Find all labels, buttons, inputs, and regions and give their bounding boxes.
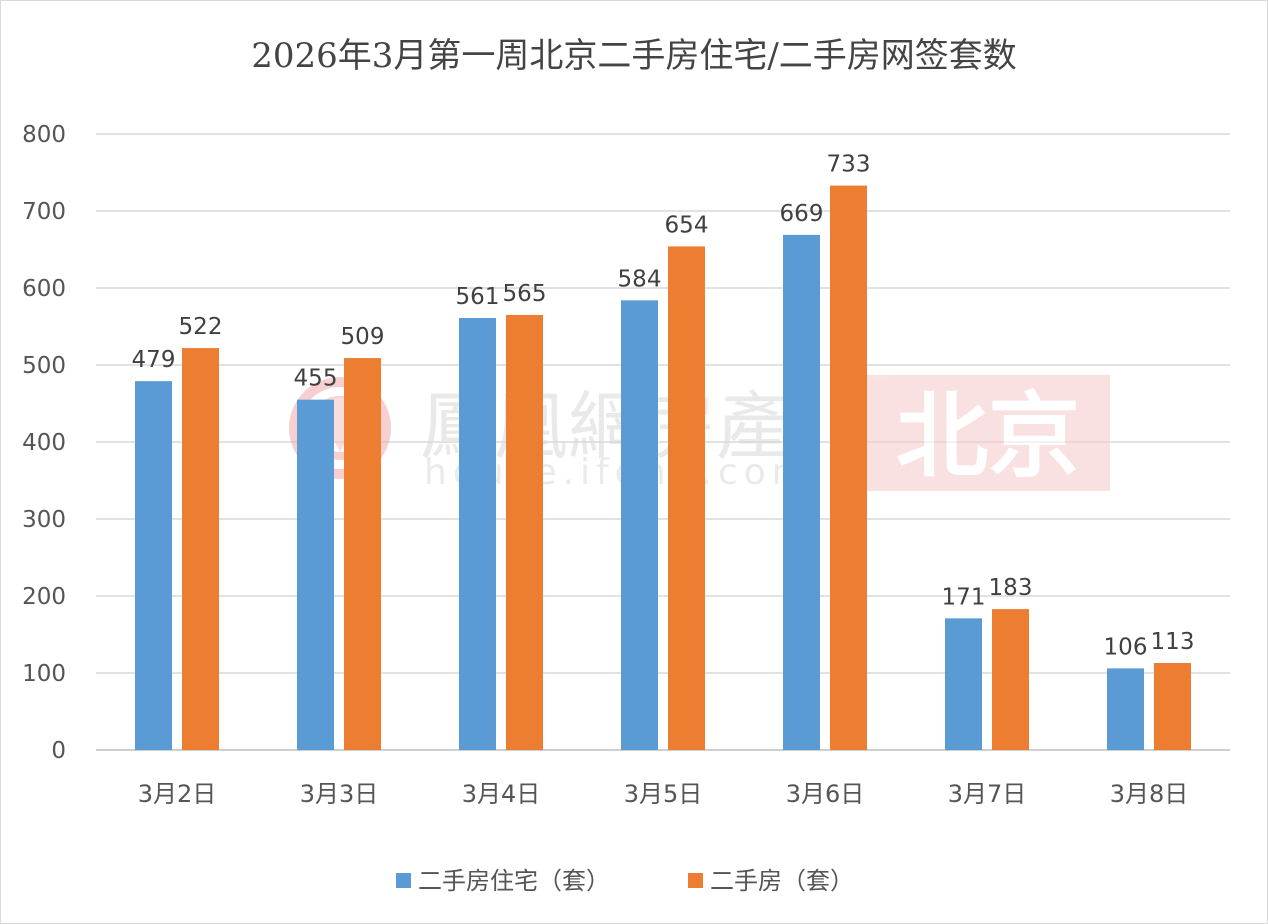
data-label: 733 [827, 152, 871, 178]
bar-residential [945, 618, 982, 750]
data-label: 479 [132, 347, 176, 373]
x-category-label: 3月6日 [786, 780, 865, 808]
y-tick-label: 0 [51, 738, 66, 764]
data-label: 522 [179, 314, 223, 340]
bar-total [182, 348, 219, 750]
data-label: 183 [989, 575, 1033, 601]
x-category-label: 3月2日 [138, 780, 217, 808]
bar-residential [459, 318, 496, 750]
x-category-label: 3月8日 [1110, 780, 1189, 808]
data-label: 106 [1104, 634, 1148, 660]
x-axis-categories: 3月2日 3月3日 3月4日 3月5日 3月6日 3月7日 3月8日 [138, 780, 1189, 808]
bar-total [506, 314, 543, 750]
data-label: 455 [294, 366, 338, 392]
legend-swatch [688, 873, 703, 888]
data-label: 565 [503, 281, 547, 307]
bar-total [992, 609, 1029, 750]
x-category-label: 3月5日 [624, 780, 703, 808]
y-tick-label: 600 [22, 276, 66, 302]
y-tick-label: 700 [22, 199, 66, 225]
legend-swatch [396, 873, 411, 888]
bar-total [344, 358, 381, 750]
data-label: 654 [665, 212, 709, 238]
data-label: 584 [618, 266, 662, 292]
watermark-city: 北京 [896, 383, 1080, 490]
watermark-city-box [866, 375, 1110, 491]
legend-label: 二手房（套） [710, 867, 854, 895]
data-label: 113 [1151, 629, 1195, 655]
bar-total [1154, 662, 1191, 750]
bar-residential [135, 381, 172, 750]
y-tick-label: 500 [22, 353, 66, 379]
data-label: 509 [341, 324, 385, 350]
y-tick-label: 100 [22, 661, 66, 687]
y-tick-label: 400 [22, 430, 66, 456]
bars [135, 185, 1191, 751]
gridlines [96, 133, 1230, 751]
legend: 二手房住宅（套） 二手房（套） [396, 867, 854, 895]
bar-residential [297, 399, 334, 750]
data-label: 561 [456, 284, 500, 310]
bar-residential [621, 300, 658, 750]
y-tick-label: 200 [22, 584, 66, 610]
x-category-label: 3月3日 [300, 780, 379, 808]
legend-label: 二手房住宅（套） [418, 867, 610, 895]
x-category-label: 3月7日 [948, 780, 1027, 808]
data-label: 669 [780, 201, 824, 227]
x-category-label: 3月4日 [462, 780, 541, 808]
bar-residential [1107, 668, 1144, 750]
y-axis-ticks: 0 100 200 300 400 500 600 700 800 [22, 122, 66, 764]
chart-title: 2026年3月第一周北京二手房住宅/二手房网签套数 [251, 36, 1017, 76]
y-tick-label: 300 [22, 507, 66, 533]
bar-total [668, 246, 705, 751]
bar-residential [783, 234, 820, 750]
bar-total [830, 185, 867, 751]
y-tick-label: 800 [22, 122, 66, 148]
data-label: 171 [942, 584, 986, 610]
